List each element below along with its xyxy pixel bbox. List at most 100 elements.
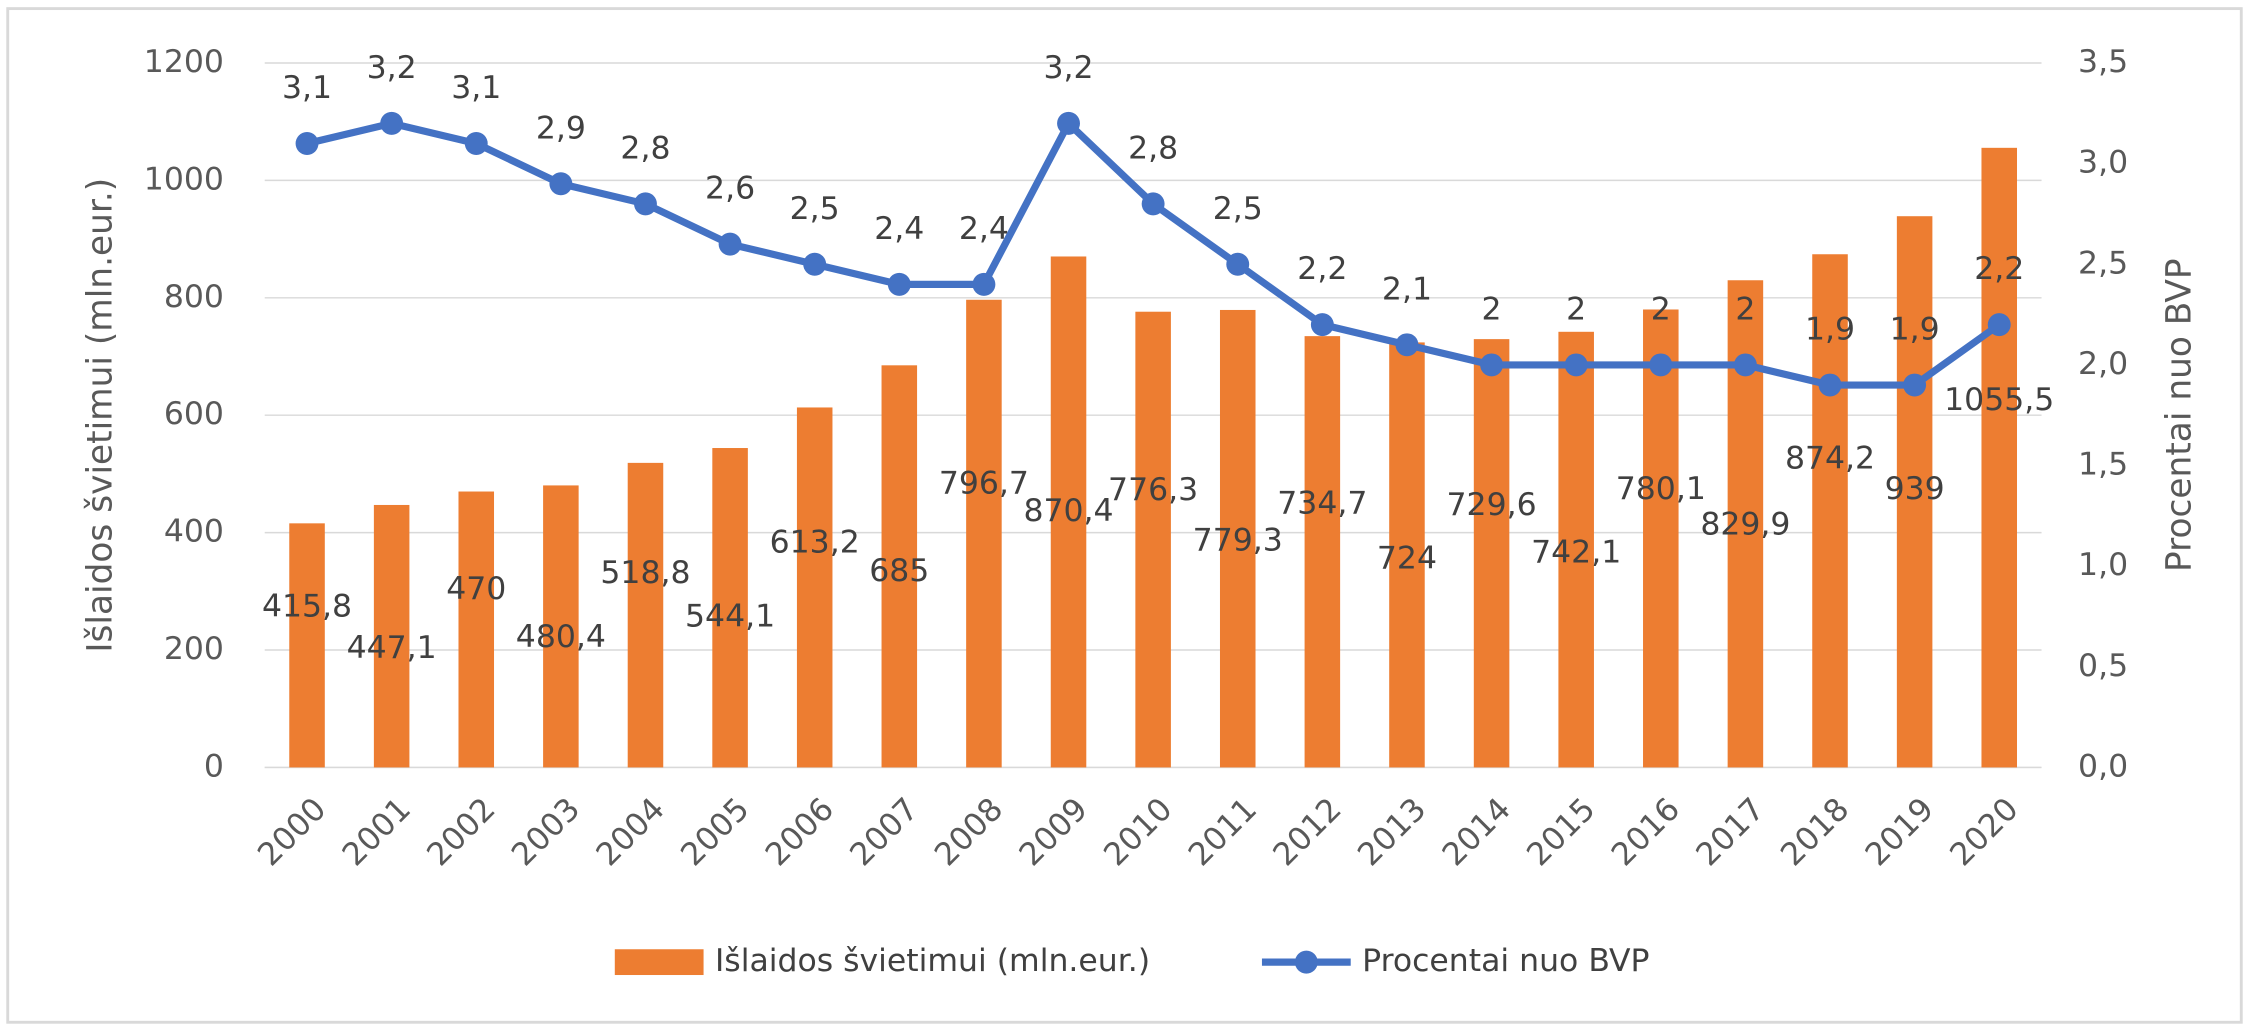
data-label: 2 (1566, 291, 1586, 327)
bar (543, 485, 579, 768)
y-tick-label: 600 (164, 396, 224, 432)
data-label: 1,9 (1805, 312, 1855, 348)
line-marker (1141, 192, 1165, 216)
legend-label: Išlaidos švietimui (mln.eur.) (715, 943, 1150, 979)
data-label: 2 (1482, 291, 1502, 327)
data-label: 480,4 (516, 619, 606, 655)
data-label: 2,8 (1128, 130, 1178, 166)
line-marker (1903, 373, 1927, 397)
y-axis-title: Išlaidos švietimui (mln.eur.) (81, 178, 121, 653)
y-tick-label: 800 (164, 279, 224, 315)
data-label: 544,1 (685, 599, 775, 635)
line-marker (549, 172, 573, 196)
data-label: 2,4 (874, 211, 924, 247)
data-label: 447,1 (347, 630, 437, 666)
bar (1558, 331, 1594, 768)
data-label: 939 (1885, 471, 1945, 507)
line-marker (1733, 353, 1757, 377)
data-label: 3,2 (1043, 50, 1093, 86)
line-marker (1564, 353, 1588, 377)
legend-swatch (614, 949, 704, 976)
bar (1135, 311, 1171, 768)
data-label: 780,1 (1616, 471, 1706, 507)
data-label: 742,1 (1531, 535, 1621, 571)
line-marker (718, 232, 742, 256)
y-tick-label: 400 (164, 514, 224, 550)
y2-tick-label: 1,0 (2078, 547, 2128, 583)
line-marker (634, 192, 657, 216)
data-label: 470 (446, 571, 506, 607)
line-marker (1987, 313, 2011, 337)
legend-swatch (1294, 950, 1318, 974)
data-label: 3,1 (451, 70, 501, 106)
data-label: 2,5 (790, 191, 840, 227)
data-label: 874,2 (1785, 440, 1875, 476)
bar (1219, 309, 1256, 768)
line-marker (380, 111, 404, 135)
y2-tick-label: 3,5 (2078, 44, 2128, 80)
bar (1896, 216, 1933, 768)
line-marker (1057, 111, 1080, 135)
data-label: 776,3 (1108, 472, 1198, 508)
bar (1643, 309, 1679, 768)
line-marker (972, 272, 996, 296)
bar (289, 523, 325, 768)
data-label: 729,6 (1447, 487, 1537, 523)
data-label: 1055,5 (1944, 382, 2054, 418)
data-label: 2 (1735, 291, 1755, 327)
bar (1812, 254, 1848, 768)
y-tick-label: 200 (164, 631, 224, 667)
bar (966, 299, 1002, 768)
line-marker (295, 132, 319, 155)
data-label: 1,9 (1890, 312, 1940, 348)
y2-axis-title: Procentai nuo BVP (2160, 258, 2200, 572)
y-tick-label: 1200 (144, 44, 224, 80)
y2-tick-label: 2,0 (2078, 346, 2128, 382)
line-marker (464, 132, 488, 155)
y2-tick-label: 1,5 (2078, 447, 2128, 483)
bar (1473, 339, 1510, 768)
data-label: 2,2 (1974, 251, 2024, 287)
bar (881, 365, 918, 768)
data-label: 415,8 (262, 588, 352, 624)
bar (458, 491, 495, 768)
bar (796, 407, 833, 768)
y2-tick-label: 2,5 (2078, 245, 2128, 281)
line-marker (1818, 373, 1842, 397)
line-marker (1480, 353, 1504, 377)
data-label: 2,1 (1382, 271, 1432, 307)
data-label: 3,1 (282, 70, 332, 106)
data-label: 2 (1651, 291, 1671, 327)
data-label: 2,5 (1213, 191, 1263, 227)
data-label: 724 (1377, 540, 1437, 576)
bar (1981, 147, 2018, 768)
line-marker (887, 272, 911, 296)
data-label: 3,2 (367, 50, 417, 86)
bar (373, 504, 410, 768)
data-label: 518,8 (600, 555, 690, 591)
y-tick-label: 1000 (144, 161, 224, 197)
data-label: 779,3 (1193, 523, 1283, 559)
y2-tick-label: 3,0 (2078, 145, 2128, 181)
line-marker (1310, 313, 1334, 337)
y2-tick-label: 0,5 (2078, 648, 2128, 684)
data-label: 685 (869, 553, 929, 589)
data-label: 870,4 (1023, 493, 1113, 529)
bar (1050, 256, 1087, 768)
line-marker (1649, 353, 1673, 377)
line-marker (803, 252, 827, 276)
data-label: 796,7 (939, 465, 1029, 501)
data-label: 829,9 (1700, 506, 1790, 542)
bar (1389, 342, 1425, 768)
data-label: 2,2 (1297, 251, 1347, 287)
bar (1304, 336, 1341, 768)
data-label: 2,4 (959, 211, 1009, 247)
legend-label: Procentai nuo BVP (1362, 943, 1649, 979)
data-label: 613,2 (770, 525, 860, 561)
line-marker (1226, 252, 1250, 276)
data-label: 2,9 (536, 110, 586, 146)
bar (712, 448, 748, 768)
bar (627, 462, 664, 768)
